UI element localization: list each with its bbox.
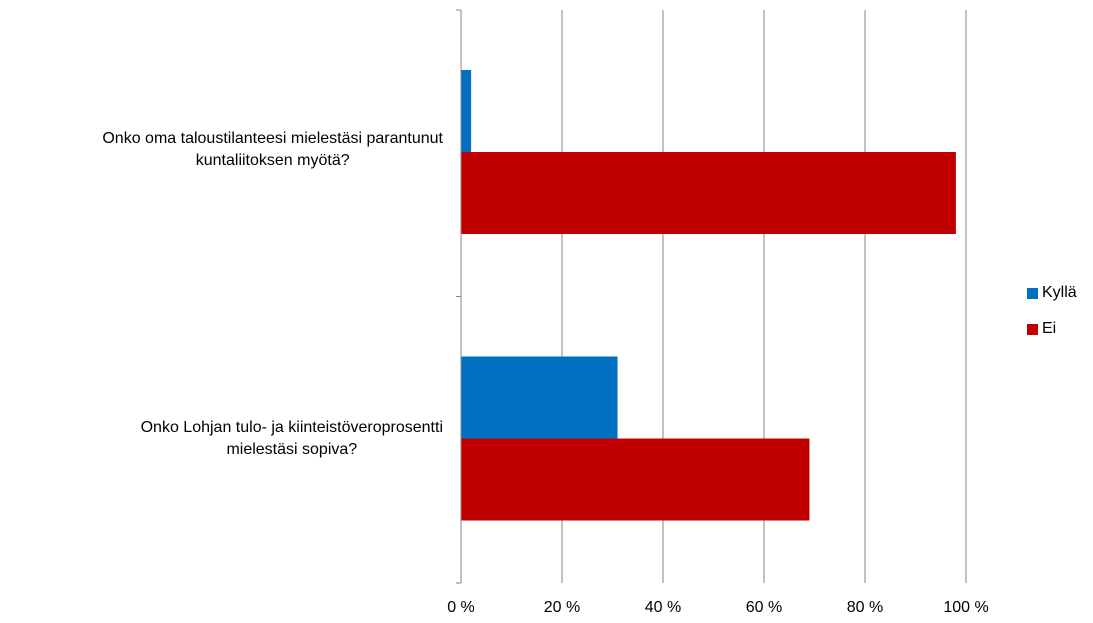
x-tick-label-0: 0 %	[447, 599, 475, 616]
category-label-2-line-2: mielestäsi sopiva?	[226, 441, 358, 458]
x-tick-label-5: 100 %	[943, 599, 988, 616]
legend-item-ei: Ei	[1027, 320, 1056, 338]
x-tick-label-3: 60 %	[746, 599, 782, 616]
category-label-2-line-1: Onko Lohjan tulo- ja kiinteistöveroprose…	[140, 419, 443, 436]
legend-item-kylla: Kyllä	[1027, 284, 1077, 302]
bar-ei-2	[461, 438, 810, 521]
x-tick-label-2: 40 %	[645, 599, 681, 616]
bar-kyll-2	[461, 356, 618, 439]
category-label-1: Onko oma taloustilanteesi mielestäsi par…	[102, 128, 443, 172]
category-label-2: Onko Lohjan tulo- ja kiinteistöveroprose…	[141, 417, 443, 461]
x-tick-label-1: 20 %	[544, 599, 580, 616]
legend-label-ei: Ei	[1042, 320, 1057, 337]
category-label-1-line-1: Onko oma taloustilanteesi mielestäsi par…	[102, 130, 443, 147]
legend-label-kylla: Kyllä	[1042, 284, 1077, 301]
x-tick-label-4: 80 %	[847, 599, 883, 616]
legend-swatch-ei	[1027, 323, 1038, 335]
bar-ei-1	[461, 152, 956, 234]
legend-swatch-kylla	[1027, 287, 1038, 299]
bar-kyll-1	[461, 70, 472, 152]
category-label-1-line-2: kuntaliitoksen myötä?	[195, 152, 350, 169]
